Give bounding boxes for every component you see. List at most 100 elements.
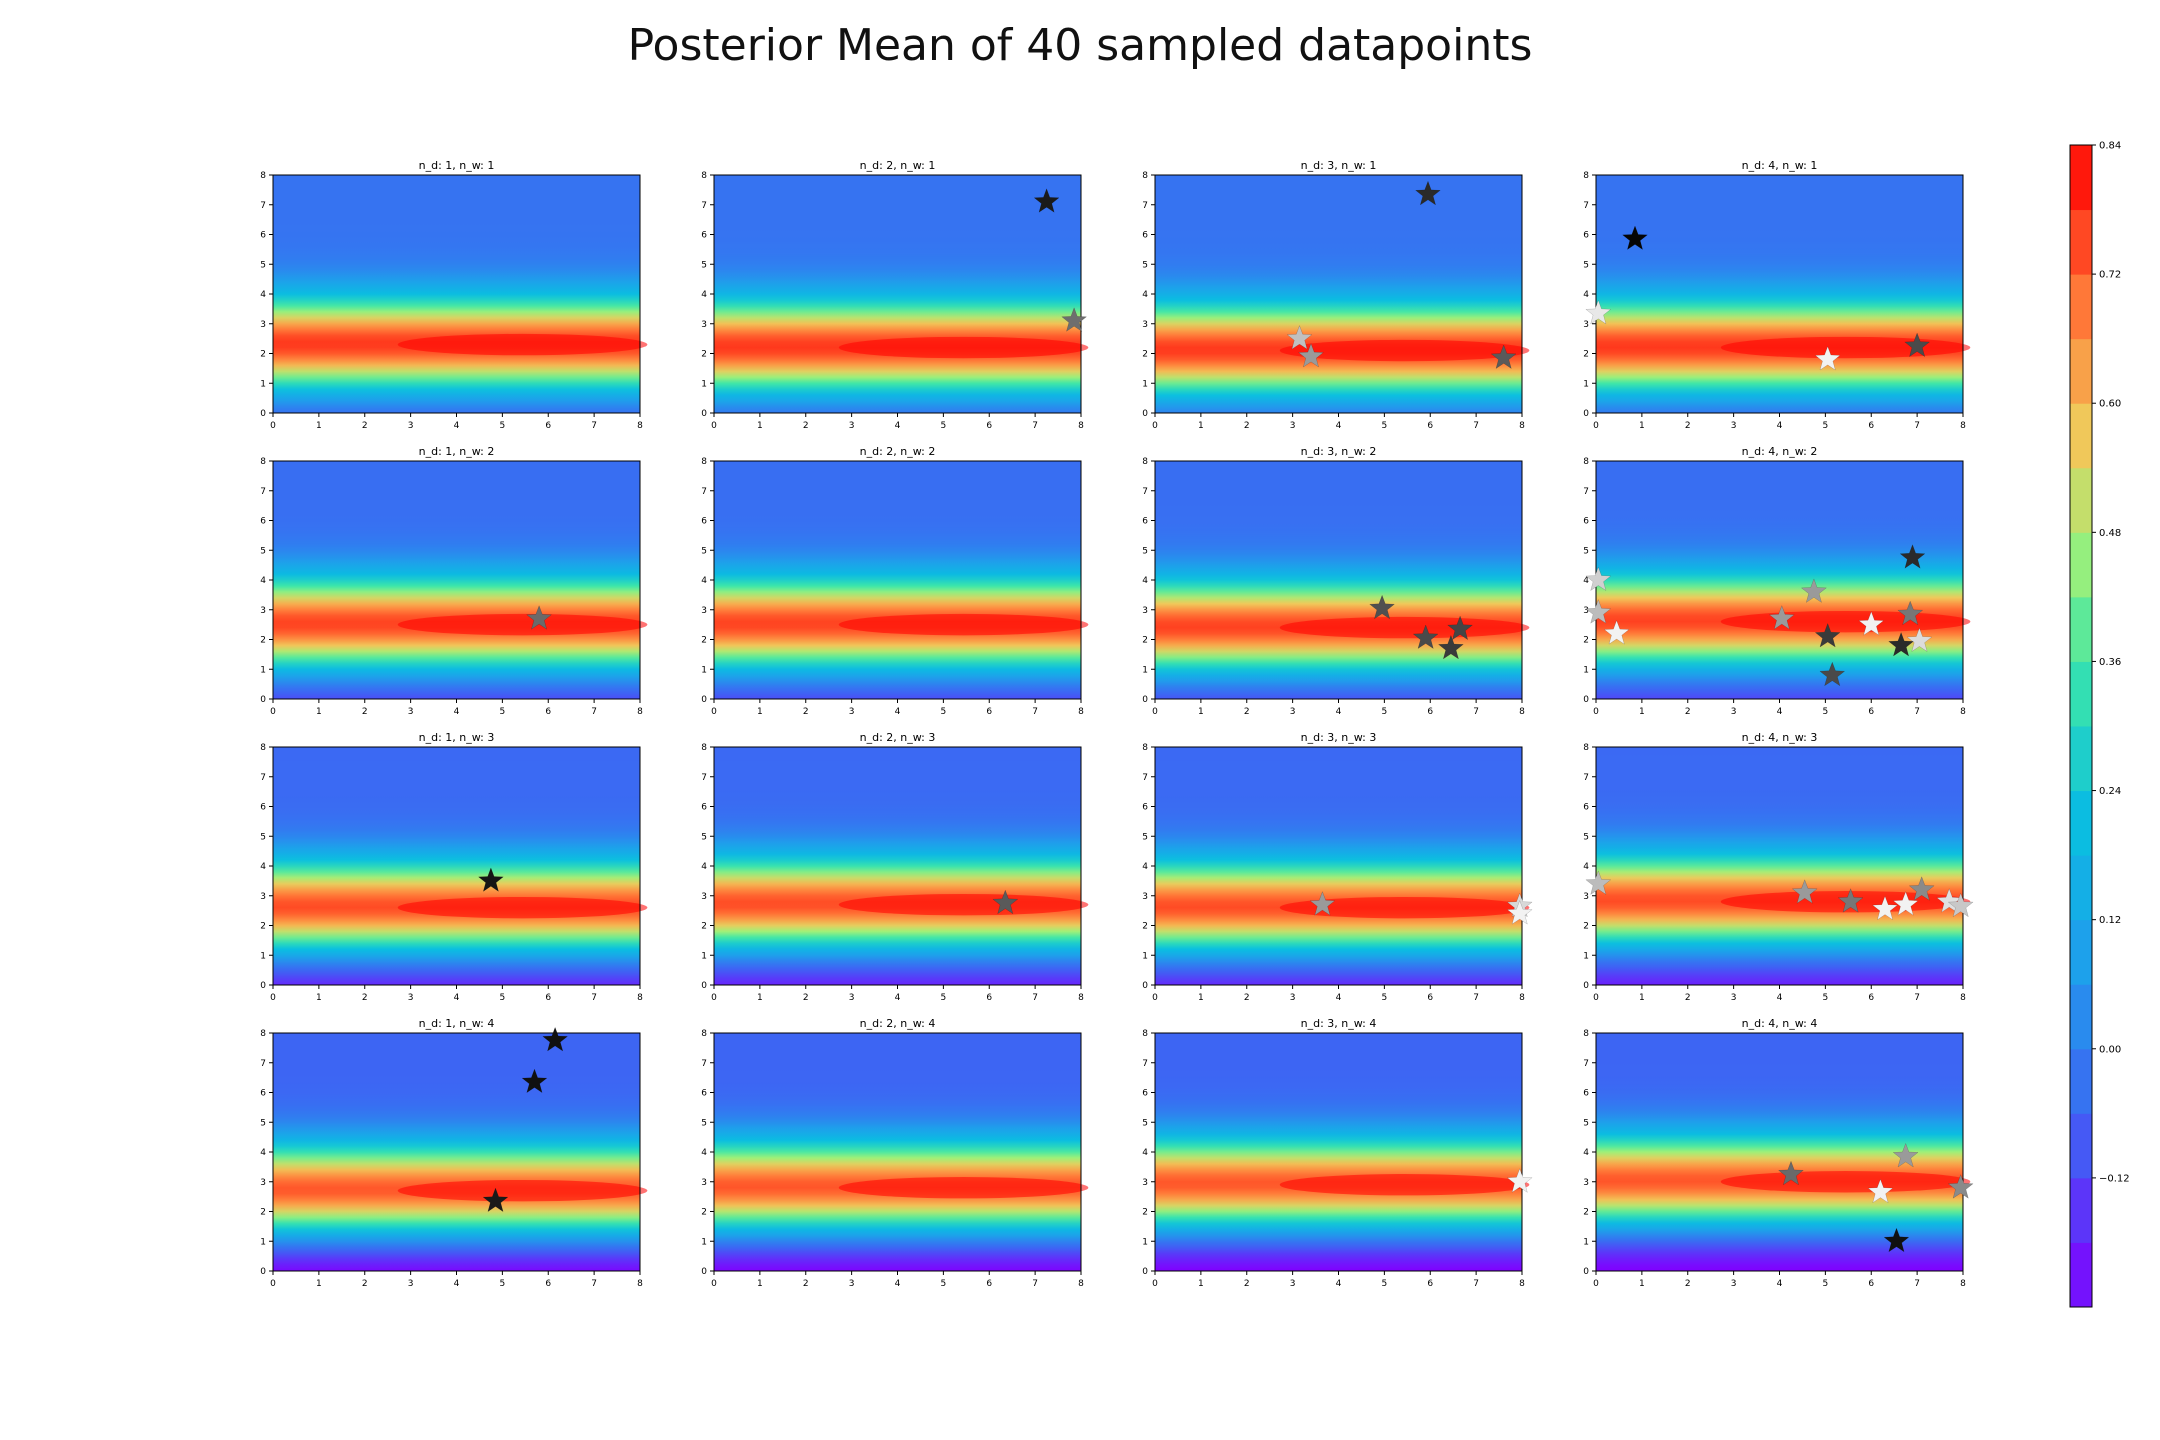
panel-title: n_d: 2, n_w: 2 [860,445,936,458]
y-tick-label: 3 [701,892,707,902]
y-tick-label: 4 [1142,1148,1148,1158]
y-tick-label: 1 [260,951,266,961]
y-tick-label: 6 [1583,803,1589,813]
y-tick-label: 7 [1583,773,1589,783]
x-tick-label: 2 [1685,421,1691,431]
y-tick-label: 5 [1583,260,1589,270]
x-tick-label: 1 [757,421,763,431]
y-tick-label: 6 [1142,803,1148,813]
x-tick-label: 6 [545,707,551,717]
contour-core [838,893,1089,916]
star-marker [1506,1168,1533,1193]
star-marker [1412,624,1439,650]
y-tick-label: 8 [1583,743,1589,753]
x-tick-label: 4 [895,993,901,1003]
panel-title: n_d: 2, n_w: 1 [860,159,936,172]
y-tick-label: 5 [1583,832,1589,842]
x-tick-label: 8 [1078,421,1084,431]
star-marker [1369,594,1396,620]
y-tick-label: 6 [1583,517,1589,527]
x-tick-label: 8 [637,707,643,717]
sample-points [1585,543,1933,687]
y-tick-label: 5 [260,260,266,270]
star-marker [1414,180,1441,206]
x-tick-label: 7 [1032,707,1038,717]
x-tick-label: 7 [1473,1279,1479,1289]
x-tick-label: 0 [270,993,276,1003]
y-tick-label: 4 [701,862,707,872]
contour-field [1596,1033,1963,1271]
y-tick-label: 8 [1142,1029,1148,1039]
x-tick-label: 5 [1382,1279,1388,1289]
y-tick-label: 0 [260,409,266,419]
x-tick-label: 7 [1032,421,1038,431]
x-tick-label: 4 [1777,993,1783,1003]
contour-core [397,333,648,356]
y-tick-label: 1 [1142,1237,1148,1247]
y-tick-label: 7 [1583,201,1589,211]
star-marker [1791,879,1818,904]
star-marker [1033,188,1060,213]
y-tick-label: 3 [701,320,707,330]
colorbar-band [2070,855,2092,921]
x-tick-label: 5 [1382,707,1388,717]
x-tick-label: 2 [1244,707,1250,717]
colorbar-tick-label: 0.60 [2099,399,2121,410]
x-tick-label: 4 [1336,993,1342,1003]
x-tick-label: 7 [591,421,597,431]
panel-title: n_d: 2, n_w: 4 [860,1017,936,1030]
star-marker [1447,615,1474,641]
y-tick-label: 0 [260,695,266,705]
y-tick-label: 8 [260,457,266,467]
panel: n_d: 4, n_w: 1 0 1 2 3 4 5 6 7 8 0 1 2 3 4 5 6 7 8 [1583,159,1971,431]
panel: n_d: 1, n_w: 1 0 1 2 3 4 5 6 7 8 0 1 2 3 4 5 6 7 8 [260,159,648,431]
contour-field [1155,175,1522,413]
contour-core [397,1179,648,1202]
y-tick-label: 8 [260,743,266,753]
y-tick-label: 5 [701,546,707,556]
y-tick-label: 4 [1583,576,1589,586]
star-marker [1892,890,1919,916]
x-tick-label: 8 [637,993,643,1003]
star-marker [1286,324,1313,350]
x-tick-label: 4 [895,707,901,717]
panel: n_d: 4, n_w: 4 0 1 2 3 4 5 6 7 8 0 1 2 3 4 5 6 7 8 [1583,1017,1974,1289]
star-marker [1800,578,1827,603]
x-tick-label: 3 [408,993,414,1003]
y-tick-label: 6 [701,1089,707,1099]
star-marker [1892,1142,1919,1168]
panel: n_d: 1, n_w: 2 0 1 2 3 4 5 6 7 8 0 1 2 3 4 5 6 7 8 [260,445,648,717]
y-tick-label: 0 [260,1267,266,1277]
x-tick-label: 2 [1244,421,1250,431]
y-tick-label: 2 [1583,922,1589,932]
x-tick-label: 6 [1427,707,1433,717]
y-tick-label: 5 [1142,832,1148,842]
y-tick-label: 8 [1583,1029,1589,1039]
colorbar: 0.84 0.72 0.60 0.48 0.36 0.24 0.12 0.00 −0.12 [2069,141,2130,1308]
x-tick-label: 1 [757,707,763,717]
y-tick-label: 2 [1142,350,1148,360]
x-tick-label: 8 [637,421,643,431]
star-marker [1585,566,1612,592]
contour-field [714,461,1081,699]
star-marker [1297,342,1324,368]
x-tick-label: 6 [545,993,551,1003]
x-tick-label: 7 [1473,421,1479,431]
star-marker [1490,344,1517,370]
contour-core [397,896,648,919]
contour-core [1279,1174,1530,1196]
colorbar-band [2070,1113,2092,1179]
y-tick-label: 7 [701,1059,707,1069]
star-marker [1888,631,1915,657]
panel: n_d: 3, n_w: 3 0 1 2 3 4 5 6 7 8 0 1 2 3 4 5 6 7 8 [1142,731,1533,1003]
panel-title: n_d: 4, n_w: 4 [1742,1017,1818,1030]
x-tick-label: 4 [454,421,460,431]
y-tick-label: 5 [701,1118,707,1128]
colorbar-tick-label: −0.12 [2099,1173,2130,1184]
contour-core [397,613,648,636]
y-tick-label: 3 [260,892,266,902]
y-tick-label: 1 [1583,951,1589,961]
star-marker [521,1068,548,1094]
panel: n_d: 1, n_w: 4 0 1 2 3 4 5 6 7 8 0 1 2 3 4 5 6 7 8 [260,1017,648,1289]
y-tick-label: 4 [1583,862,1589,872]
